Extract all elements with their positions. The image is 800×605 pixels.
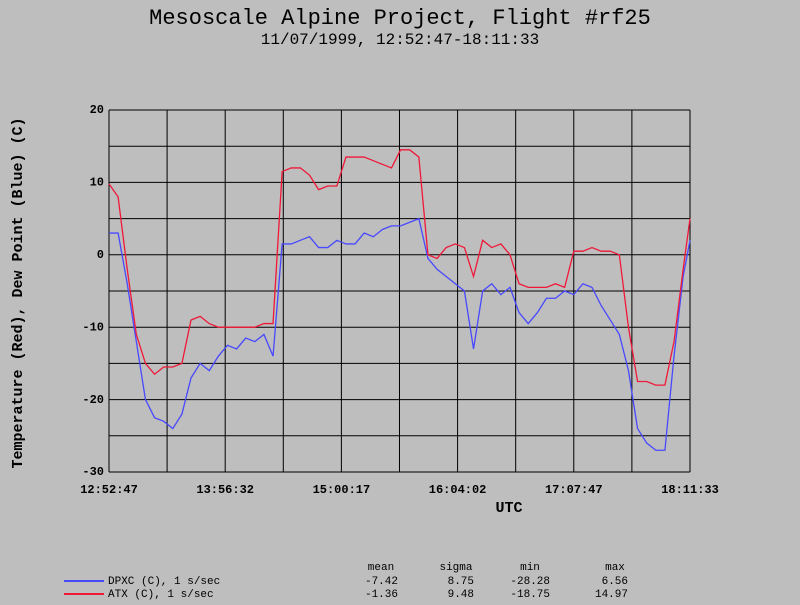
stats-header: mean bbox=[368, 562, 394, 574]
legend-label: ATX (C), 1 s/sec bbox=[108, 589, 214, 601]
stats-header: sigma bbox=[439, 562, 472, 574]
stats-header: min bbox=[520, 562, 540, 574]
x-axis-label: UTC bbox=[495, 500, 522, 517]
y-tick-label: -10 bbox=[82, 320, 104, 334]
legend-label: DPXC (C), 1 s/sec bbox=[108, 576, 220, 588]
x-tick-label: 17:07:47 bbox=[545, 483, 603, 497]
stats-value: -7.42 bbox=[365, 576, 398, 588]
y-tick-label: -30 bbox=[82, 465, 104, 479]
stats-value: 8.75 bbox=[448, 576, 474, 588]
stats-value: 14.97 bbox=[595, 589, 628, 601]
x-tick-label: 16:04:02 bbox=[429, 483, 487, 497]
y-tick-label: 0 bbox=[97, 248, 104, 262]
stats-value: 9.48 bbox=[448, 589, 474, 601]
chart-title: Mesoscale Alpine Project, Flight #rf25 bbox=[149, 6, 651, 31]
y-tick-label: -20 bbox=[82, 393, 104, 407]
x-tick-label: 15:00:17 bbox=[313, 483, 371, 497]
y-tick-label: 20 bbox=[90, 103, 104, 117]
chart-subtitle: 11/07/1999, 12:52:47-18:11:33 bbox=[261, 31, 539, 49]
stats-header: max bbox=[605, 562, 625, 574]
y-tick-label: 10 bbox=[90, 176, 104, 190]
data-line bbox=[109, 217, 691, 451]
stats-value: -1.36 bbox=[365, 589, 398, 601]
x-tick-label: 18:11:33 bbox=[661, 483, 719, 497]
data-line bbox=[108, 149, 691, 386]
x-tick-label: 12:52:47 bbox=[80, 483, 138, 497]
stats-value: -18.75 bbox=[510, 589, 550, 601]
y-axis-label: Temperature (Red), Dew Point (Blue) (C) bbox=[10, 117, 27, 468]
stats-value: -28.28 bbox=[510, 576, 550, 588]
x-tick-label: 13:56:32 bbox=[196, 483, 254, 497]
stats-value: 6.56 bbox=[602, 576, 628, 588]
